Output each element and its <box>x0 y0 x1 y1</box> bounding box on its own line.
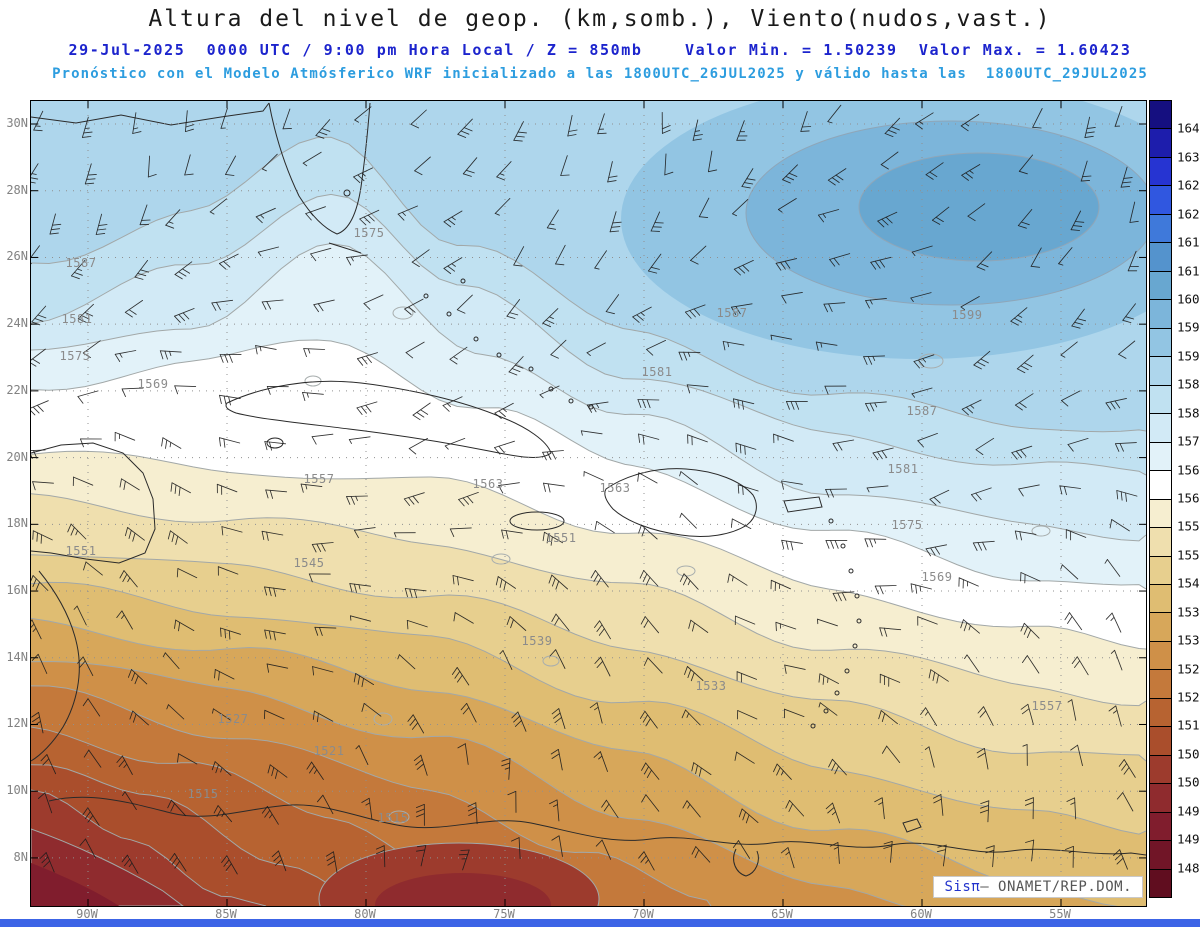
lat-label: 22N <box>6 382 28 397</box>
colorbar-cell <box>1150 385 1171 415</box>
map-canvas <box>31 101 1146 906</box>
colorbar-cell <box>1150 357 1171 386</box>
colorbar-level-label: 1623 <box>1177 206 1200 222</box>
colorbar-level-label: 1593 <box>1177 348 1200 364</box>
colorbar-cell <box>1150 243 1171 272</box>
branding-org: — ONAMET/REP.DOM. <box>980 879 1132 895</box>
colorbar-cell <box>1150 214 1171 244</box>
colorbar-level-label: 1581 <box>1177 405 1200 421</box>
colorbar-cell <box>1150 613 1171 642</box>
colorbar-cell <box>1150 841 1171 870</box>
lat-label: 10N <box>6 783 28 798</box>
wind-barbs-layer <box>31 104 1139 875</box>
lat-label: 28N <box>6 182 28 197</box>
colorbar-cell <box>1150 442 1171 472</box>
colorbar-level-label: 1575 <box>1177 433 1200 449</box>
lon-label: 75W <box>493 907 515 921</box>
lon-label: 80W <box>354 907 376 921</box>
colorbar-cell <box>1150 670 1171 699</box>
colorbar-level-label: 1551 <box>1177 547 1200 563</box>
colorbar-cell <box>1150 271 1171 301</box>
colorbar-level-label: 1515 <box>1177 717 1200 733</box>
lat-label: 8N <box>13 849 28 864</box>
colorbar-cell <box>1150 157 1171 187</box>
lon-label: 55W <box>1049 907 1071 921</box>
lat-label: 30N <box>6 116 28 130</box>
colorbar-cell <box>1150 755 1171 785</box>
lon-label: 90W <box>76 907 98 921</box>
lat-label: 24N <box>6 316 28 331</box>
colorbar-level-label: 1497 <box>1177 803 1200 819</box>
colorbar-cell <box>1150 101 1171 130</box>
colorbar-cell <box>1150 812 1171 842</box>
valid-time-line: 29-Jul-2025 0000 UTC / 9:00 pm Hora Loca… <box>68 41 1132 59</box>
colorbar-level-label: 1599 <box>1177 319 1200 335</box>
branding-box: Sisπ— ONAMET/REP.DOM. <box>933 876 1143 898</box>
page-title: Altura del nivel de geop. (km,somb.), Vi… <box>148 6 1052 32</box>
bottom-bar <box>0 919 1200 927</box>
colorbar-level-label: 1545 <box>1177 575 1200 591</box>
lat-label: 14N <box>6 649 28 664</box>
colorbar-cell <box>1150 328 1171 358</box>
colorbar-cell <box>1150 641 1171 671</box>
colorbar-level-label: 1569 <box>1177 462 1200 478</box>
colorbar-cell <box>1150 556 1171 585</box>
branding-brand: Sisπ <box>944 879 981 895</box>
colorbar-cell <box>1150 784 1171 813</box>
colorbar-level-label: 1557 <box>1177 518 1200 534</box>
lon-label: 60W <box>910 907 932 921</box>
colorbar-level-label: 1503 <box>1177 774 1200 790</box>
grid-layer <box>31 101 1146 906</box>
colorbar-level-label: 1617 <box>1177 234 1200 250</box>
lon-label: 70W <box>632 907 654 921</box>
colorbar-cell <box>1150 727 1171 756</box>
colorbar-level-label: 1521 <box>1177 689 1200 705</box>
lon-label: 85W <box>215 907 237 921</box>
lat-label: 20N <box>6 449 28 464</box>
colorbar-level-label: 1587 <box>1177 376 1200 392</box>
colorbar-level-label: 1629 <box>1177 177 1200 193</box>
colorbar-cell <box>1150 584 1171 614</box>
lat-label: 12N <box>6 716 28 731</box>
colorbar-cell <box>1150 499 1171 529</box>
colorbar-cell <box>1150 869 1171 898</box>
colorbar-level-label: 1563 <box>1177 490 1200 506</box>
colorbar-level-label: 1539 <box>1177 604 1200 620</box>
colorbar-cell <box>1150 186 1171 215</box>
coastlines-layer <box>31 102 1146 877</box>
lat-label: 16N <box>6 583 28 598</box>
shading-layer <box>31 101 1146 906</box>
colorbar <box>1149 100 1172 898</box>
model-info-line: Pronóstico con el Modelo Atmósferico WRF… <box>52 66 1148 82</box>
lat-label: 26N <box>6 249 28 264</box>
colorbar-cell <box>1150 528 1171 557</box>
map-area: 1587 1581 1575 1569 1575 1581 1587 1599 1587 1581… <box>30 100 1147 907</box>
lon-label: 65W <box>771 907 793 921</box>
colorbar-cell <box>1150 471 1171 500</box>
colorbar-cell <box>1150 129 1171 158</box>
colorbar-cell <box>1150 300 1171 329</box>
colorbar-cell <box>1150 414 1171 443</box>
colorbar-level-label: 1533 <box>1177 632 1200 648</box>
lat-label: 18N <box>6 516 28 531</box>
colorbar-level-label: 1605 <box>1177 291 1200 307</box>
colorbar-level-label: 1527 <box>1177 661 1200 677</box>
colorbar-level-label: 1485 <box>1177 860 1200 876</box>
colorbar-level-label: 1509 <box>1177 746 1200 762</box>
colorbar-cell <box>1150 698 1171 728</box>
colorbar-level-label: 1635 <box>1177 149 1200 165</box>
